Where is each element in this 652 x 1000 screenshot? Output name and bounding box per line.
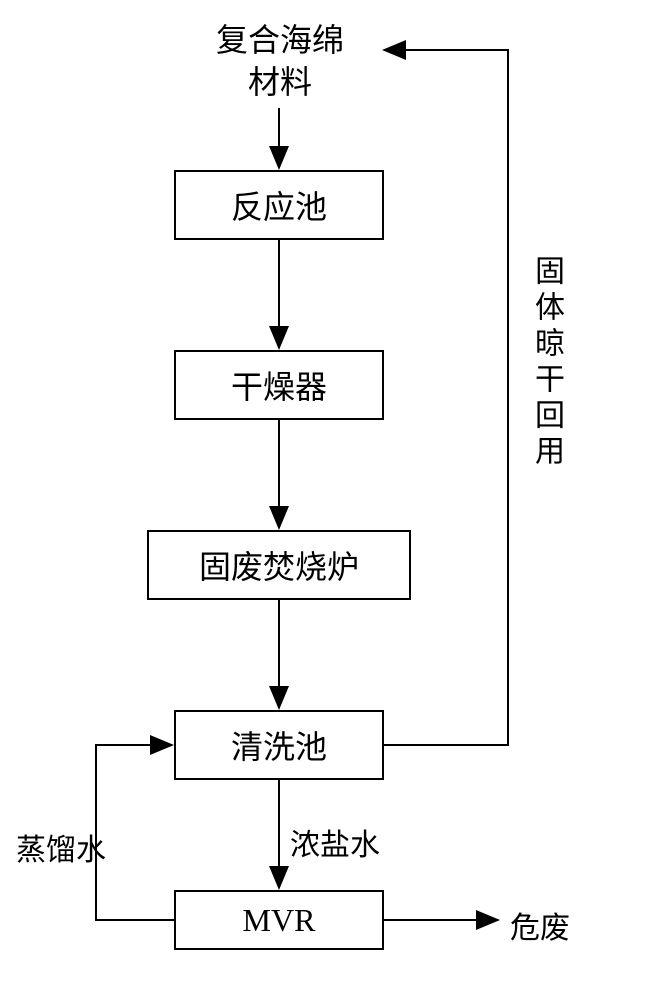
node-reaction-tank-label: 反应池: [231, 182, 327, 228]
node-incinerator-label: 固废焚烧炉: [199, 542, 359, 588]
node-cleaning-tank: 清洗池: [174, 710, 384, 780]
edge-recycle-loop: [384, 50, 508, 745]
recycle-label: 固体晾干回用: [524, 255, 568, 471]
node-incinerator: 固废焚烧炉: [147, 530, 411, 600]
node-mvr-label: MVR: [243, 902, 316, 939]
node-dryer-label: 干燥器: [231, 362, 327, 408]
input-material-line1: 复合海绵: [216, 22, 344, 58]
hazardous-waste-text: 危废: [510, 912, 570, 945]
input-material-line2: 材料: [248, 64, 312, 100]
edge-distilled-loop: [96, 745, 174, 920]
hazardous-waste-label: 危废: [510, 903, 570, 947]
recycle-label-text: 固体晾干回用: [530, 255, 563, 471]
distilled-water-text: 蒸馏水: [16, 834, 106, 867]
concentrated-brine-text: 浓盐水: [290, 829, 380, 862]
node-mvr: MVR: [174, 890, 384, 950]
input-material-label: 复合海绵 材料: [200, 20, 360, 103]
concentrated-brine-label: 浓盐水: [290, 820, 380, 864]
node-cleaning-tank-label: 清洗池: [231, 722, 327, 768]
node-reaction-tank: 反应池: [174, 170, 384, 240]
node-dryer: 干燥器: [174, 350, 384, 420]
distilled-water-label: 蒸馏水: [16, 825, 106, 869]
